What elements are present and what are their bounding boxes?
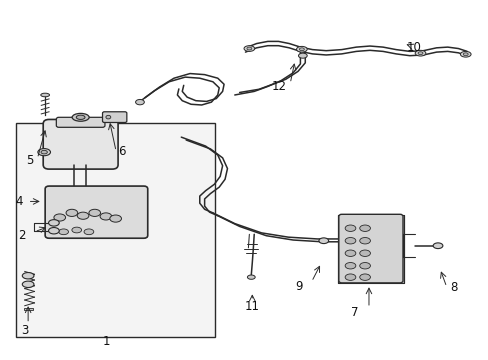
Ellipse shape (48, 228, 59, 234)
Text: 8: 8 (449, 281, 456, 294)
Text: 12: 12 (271, 80, 286, 93)
Ellipse shape (41, 150, 47, 154)
Ellipse shape (345, 238, 355, 244)
Ellipse shape (54, 214, 65, 221)
Text: 6: 6 (118, 145, 125, 158)
Ellipse shape (462, 53, 467, 56)
Ellipse shape (296, 46, 306, 52)
Ellipse shape (100, 213, 112, 220)
Ellipse shape (459, 51, 470, 57)
Ellipse shape (359, 250, 370, 256)
Text: 4: 4 (15, 195, 22, 208)
Ellipse shape (66, 209, 78, 216)
Ellipse shape (247, 275, 255, 279)
Ellipse shape (345, 274, 355, 280)
Text: 2: 2 (18, 229, 25, 242)
FancyBboxPatch shape (338, 214, 402, 283)
Ellipse shape (345, 262, 355, 269)
Ellipse shape (298, 53, 306, 58)
Ellipse shape (359, 238, 370, 244)
FancyBboxPatch shape (45, 186, 147, 238)
Ellipse shape (48, 220, 59, 226)
Ellipse shape (244, 46, 254, 51)
Ellipse shape (135, 99, 144, 105)
Ellipse shape (318, 238, 328, 244)
Ellipse shape (359, 262, 370, 269)
Text: 7: 7 (350, 306, 357, 319)
FancyBboxPatch shape (102, 112, 126, 122)
Ellipse shape (417, 52, 422, 55)
Ellipse shape (22, 273, 34, 279)
Ellipse shape (246, 47, 251, 50)
Bar (337, 215, 403, 283)
Ellipse shape (89, 209, 101, 216)
FancyBboxPatch shape (43, 120, 118, 169)
Text: 11: 11 (244, 300, 259, 313)
Ellipse shape (72, 113, 89, 121)
Ellipse shape (299, 48, 304, 51)
Ellipse shape (77, 212, 89, 219)
Ellipse shape (22, 281, 34, 288)
Ellipse shape (359, 274, 370, 280)
Text: 10: 10 (406, 41, 420, 54)
Ellipse shape (59, 229, 68, 235)
Ellipse shape (84, 229, 94, 235)
Bar (24, 307, 32, 310)
Ellipse shape (72, 227, 81, 233)
Text: 9: 9 (295, 280, 302, 293)
Text: 5: 5 (26, 154, 33, 167)
Text: 1: 1 (102, 335, 109, 348)
Ellipse shape (41, 93, 49, 97)
Bar (16, 123, 215, 337)
Ellipse shape (414, 50, 425, 56)
Ellipse shape (110, 215, 121, 222)
Ellipse shape (345, 250, 355, 256)
Ellipse shape (359, 225, 370, 231)
Ellipse shape (76, 115, 85, 120)
Ellipse shape (106, 115, 111, 119)
Ellipse shape (345, 225, 355, 231)
FancyBboxPatch shape (56, 117, 105, 127)
Text: 3: 3 (21, 324, 28, 337)
Ellipse shape (38, 149, 50, 156)
Ellipse shape (432, 243, 442, 249)
